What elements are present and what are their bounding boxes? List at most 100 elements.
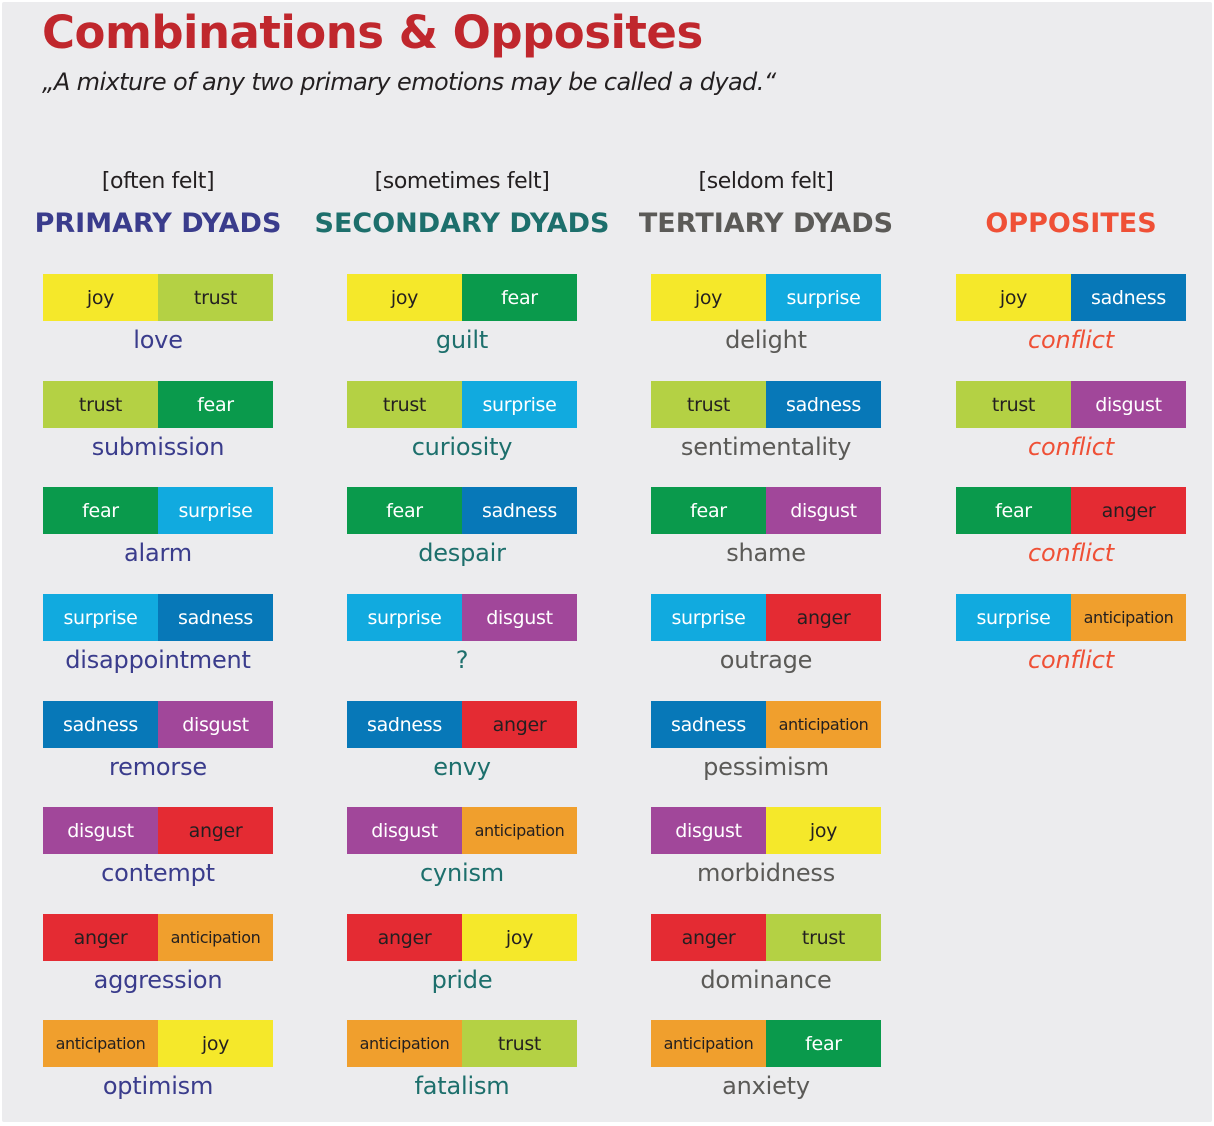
column-opposites: OPPOSITES joy sadness conflict trust disgust c… [956, 2, 1186, 1122]
emotion-pair-bar: disgust anger [43, 807, 273, 854]
dyad-guilt-1-0: joy fear guilt [347, 274, 577, 374]
dyad-delight-2-0: joy surprise delight [651, 274, 881, 374]
emotion-cell-surprise: surprise [43, 594, 158, 641]
dyad-conflict-3-2: fear anger conflict [956, 487, 1186, 587]
emotion-cell-trust: trust [43, 381, 158, 428]
emotion-cell-joy: joy [766, 807, 881, 854]
column-secondary-dyads: [sometimes felt] SECONDARY DYADS joy fear gu… [315, 2, 610, 1122]
emotion-pair-bar: anticipation trust [347, 1020, 577, 1067]
dyad-sentimentality-2-1: trust sadness sentimentality [651, 381, 881, 481]
emotion-cell-fear: fear [43, 487, 158, 534]
emotion-cell-fear: fear [956, 487, 1071, 534]
dyad-curiosity-1-1: trust surprise curiosity [347, 381, 577, 481]
dyad-optimism-0-7: anticipation joy optimism [43, 1020, 273, 1120]
emotion-cell-anticipation: anticipation [651, 1020, 766, 1067]
dyad-result-label: optimism [102, 1072, 214, 1100]
column-frequency-label: [seldom felt] [698, 169, 834, 194]
emotion-pair-bar: joy sadness [956, 274, 1186, 321]
dyad-result-label: curiosity [411, 433, 513, 461]
emotion-pair-bar: fear sadness [347, 487, 577, 534]
emotion-pair-bar: trust surprise [347, 381, 577, 428]
emotion-pair-bar: surprise disgust [347, 594, 577, 641]
dyad-result-label: delight [725, 326, 807, 354]
emotion-cell-anticipation: anticipation [766, 701, 881, 748]
emotion-pair-bar: anger trust [651, 914, 881, 961]
emotion-pair-bar: sadness disgust [43, 701, 273, 748]
page-subtitle: „A mixture of any two primary emotions m… [42, 68, 776, 96]
dyad-result-label: envy [433, 753, 491, 781]
column-heading: OPPOSITES [985, 208, 1157, 239]
emotion-pair-bar: disgust anticipation [347, 807, 577, 854]
dyad-result-label: despair [418, 539, 506, 567]
dyad-result-label: pride [431, 966, 493, 994]
emotion-cell-anger: anger [158, 807, 273, 854]
dyad-fatalism-1-7: anticipation trust fatalism [347, 1020, 577, 1120]
emotion-cell-surprise: surprise [347, 594, 462, 641]
emotion-pair-bar: fear anger [956, 487, 1186, 534]
emotion-pair-bar: sadness anticipation [651, 701, 881, 748]
emotion-cell-surprise: surprise [651, 594, 766, 641]
dyad-result-label: alarm [124, 539, 192, 567]
dyad-result-label: morbidness [696, 859, 836, 887]
emotion-pair-bar: anticipation fear [651, 1020, 881, 1067]
dyad-result-label: sentimentality [680, 433, 852, 461]
column-heading: PRIMARY DYADS [34, 208, 282, 239]
dyad-result-label: outrage [719, 646, 813, 674]
emotion-cell-surprise: surprise [462, 381, 577, 428]
emotion-pair-bar: disgust joy [651, 807, 881, 854]
dyad-cynism-1-5: disgust anticipation cynism [347, 807, 577, 907]
emotion-cell-trust: trust [347, 381, 462, 428]
emotion-pair-bar: fear surprise [43, 487, 273, 534]
dyad-dominance-2-6: anger trust dominance [651, 914, 881, 1014]
emotion-pair-bar: anger anticipation [43, 914, 273, 961]
emotion-cell-sadness: sadness [1071, 274, 1186, 321]
dyad-result-label: guilt [435, 326, 489, 354]
emotion-cell-joy: joy [956, 274, 1071, 321]
emotion-pair-bar: joy trust [43, 274, 273, 321]
dyad-result-label: shame [726, 539, 806, 567]
emotion-pair-bar: joy fear [347, 274, 577, 321]
emotion-cell-joy: joy [651, 274, 766, 321]
emotion-pair-bar: trust disgust [956, 381, 1186, 428]
emotion-cell-disgust: disgust [43, 807, 158, 854]
emotion-pair-bar: anticipation joy [43, 1020, 273, 1067]
emotion-cell-joy: joy [158, 1020, 273, 1067]
dyad-result-label: conflict [1028, 539, 1114, 567]
emotion-cell-anger: anger [347, 914, 462, 961]
column-heading: SECONDARY DYADS [314, 208, 610, 239]
emotion-cell-anger: anger [43, 914, 158, 961]
emotion-cell-trust: trust [651, 381, 766, 428]
emotion-cell-disgust: disgust [158, 701, 273, 748]
dyad-conflict-3-1: trust disgust conflict [956, 381, 1186, 481]
column-heading: TERTIARY DYADS [638, 208, 894, 239]
dyad-result-label: contempt [101, 859, 215, 887]
dyad-result-label: fatalism [414, 1072, 510, 1100]
dyad-result-label: ? [455, 646, 469, 674]
emotion-pair-bar: fear disgust [651, 487, 881, 534]
emotion-cell-sadness: sadness [462, 487, 577, 534]
emotion-cell-anticipation: anticipation [158, 914, 273, 961]
dyad-result-label: cynism [420, 859, 504, 887]
emotion-pair-bar: surprise anger [651, 594, 881, 641]
emotion-pair-bar: surprise anticipation [956, 594, 1186, 641]
emotion-cell-disgust: disgust [651, 807, 766, 854]
emotion-cell-fear: fear [766, 1020, 881, 1067]
dyad-result-label: conflict [1028, 646, 1114, 674]
dyad-love-0-0: joy trust love [43, 274, 273, 374]
emotion-cell-sadness: sadness [43, 701, 158, 748]
dyad-result-label: submission [91, 433, 225, 461]
emotion-cell-anger: anger [1071, 487, 1186, 534]
emotion-cell-anger: anger [651, 914, 766, 961]
dyad-envy-1-4: sadness anger envy [347, 701, 577, 801]
emotion-cell-trust: trust [956, 381, 1071, 428]
dyad-alarm-0-2: fear surprise alarm [43, 487, 273, 587]
emotion-cell-disgust: disgust [1071, 381, 1186, 428]
emotion-cell-disgust: disgust [347, 807, 462, 854]
dyad-submission-0-1: trust fear submission [43, 381, 273, 481]
emotion-cell-disgust: disgust [462, 594, 577, 641]
emotion-pair-bar: sadness anger [347, 701, 577, 748]
dyad-remorse-0-4: sadness disgust remorse [43, 701, 273, 801]
dyad-anxiety-2-7: anticipation fear anxiety [651, 1020, 881, 1120]
dyad-result-label: conflict [1028, 326, 1114, 354]
emotion-cell-anger: anger [462, 701, 577, 748]
